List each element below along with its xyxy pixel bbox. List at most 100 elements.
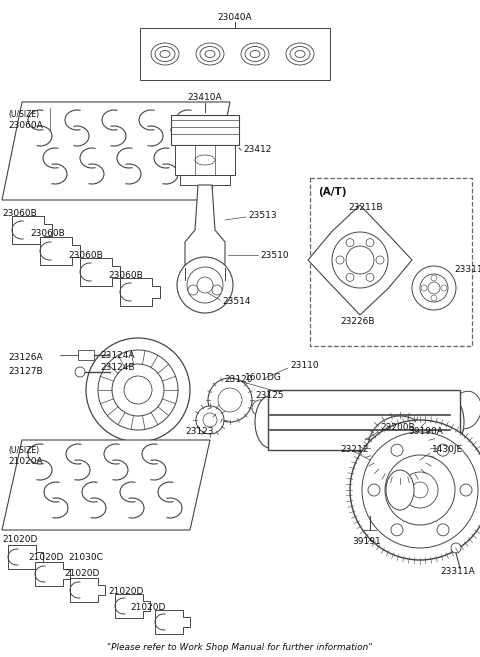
Circle shape (368, 484, 380, 496)
Bar (175, 145, 235, 175)
Circle shape (336, 256, 344, 264)
Circle shape (346, 238, 354, 246)
Text: 39191: 39191 (352, 537, 381, 547)
Circle shape (376, 256, 384, 264)
Text: 23060B: 23060B (2, 208, 37, 217)
Text: 23060A: 23060A (8, 122, 43, 131)
Text: 23124B: 23124B (100, 363, 134, 371)
Ellipse shape (160, 51, 170, 58)
Text: 23311B: 23311B (454, 265, 480, 275)
Text: 23125: 23125 (255, 392, 284, 401)
Polygon shape (185, 185, 225, 268)
Circle shape (368, 416, 432, 480)
Polygon shape (70, 578, 105, 602)
Ellipse shape (436, 397, 464, 447)
Text: 23060B: 23060B (68, 250, 103, 260)
Ellipse shape (386, 470, 414, 510)
Circle shape (203, 413, 217, 427)
Ellipse shape (241, 43, 269, 65)
Polygon shape (115, 594, 150, 618)
Circle shape (390, 438, 410, 458)
Ellipse shape (290, 47, 310, 62)
Circle shape (451, 543, 461, 553)
Circle shape (421, 285, 427, 291)
Circle shape (75, 367, 85, 377)
Text: 23410A: 23410A (188, 93, 222, 102)
Ellipse shape (347, 391, 377, 429)
Text: 21030C: 21030C (68, 553, 103, 562)
Text: 21020D: 21020D (130, 604, 166, 612)
Polygon shape (2, 102, 230, 200)
Ellipse shape (195, 155, 215, 165)
Ellipse shape (373, 402, 405, 442)
Text: 23040A: 23040A (218, 14, 252, 22)
Ellipse shape (205, 51, 215, 58)
Circle shape (428, 282, 440, 294)
Ellipse shape (425, 402, 457, 442)
Ellipse shape (368, 396, 410, 448)
Text: 21020D: 21020D (28, 553, 63, 562)
Text: 23110: 23110 (290, 361, 319, 369)
Ellipse shape (316, 396, 358, 448)
Circle shape (362, 432, 478, 548)
Circle shape (431, 275, 437, 281)
Text: 23211B: 23211B (348, 204, 383, 212)
Circle shape (412, 482, 428, 498)
Ellipse shape (173, 119, 237, 141)
Text: 23200B: 23200B (380, 424, 415, 432)
Text: 23226B: 23226B (340, 317, 374, 327)
Ellipse shape (295, 391, 325, 429)
Circle shape (86, 338, 190, 442)
Circle shape (402, 472, 438, 508)
Circle shape (196, 406, 224, 434)
Polygon shape (40, 237, 80, 265)
Polygon shape (35, 562, 70, 586)
Text: 23510: 23510 (260, 250, 288, 260)
Circle shape (124, 376, 152, 404)
Ellipse shape (255, 396, 285, 448)
Text: 21020D: 21020D (2, 535, 37, 545)
Ellipse shape (171, 116, 239, 144)
Text: 21020D: 21020D (64, 570, 99, 579)
Text: 23212: 23212 (340, 445, 368, 455)
Text: 21020A: 21020A (8, 457, 43, 466)
Text: 1601DG: 1601DG (245, 373, 282, 382)
Polygon shape (12, 216, 52, 244)
Circle shape (188, 285, 198, 295)
Bar (180, 175, 230, 185)
Text: 39190A: 39190A (408, 428, 443, 436)
Circle shape (412, 266, 456, 310)
Polygon shape (2, 440, 210, 530)
Text: (U/SIZE): (U/SIZE) (8, 110, 39, 120)
Circle shape (350, 420, 480, 560)
Ellipse shape (200, 47, 220, 62)
Polygon shape (80, 258, 120, 286)
Ellipse shape (196, 43, 224, 65)
Circle shape (177, 257, 233, 313)
Circle shape (112, 364, 164, 416)
Text: 1430JE: 1430JE (432, 445, 463, 455)
Circle shape (366, 238, 374, 246)
Circle shape (366, 273, 374, 281)
Text: 23127B: 23127B (8, 367, 43, 376)
Ellipse shape (245, 47, 265, 62)
Text: 23060B: 23060B (108, 271, 143, 279)
Circle shape (98, 350, 178, 430)
Circle shape (437, 524, 449, 536)
Circle shape (420, 274, 448, 302)
Bar (268, 390, 460, 450)
Ellipse shape (420, 396, 462, 448)
Ellipse shape (269, 402, 301, 442)
Circle shape (460, 484, 472, 496)
Polygon shape (308, 205, 412, 315)
Circle shape (252, 400, 268, 416)
Text: 23412: 23412 (243, 145, 271, 154)
Text: "Please refer to Work Shop Manual for further information": "Please refer to Work Shop Manual for fu… (107, 643, 373, 652)
Text: 23060B: 23060B (30, 229, 65, 238)
Circle shape (391, 524, 403, 536)
Bar (140, 28, 330, 80)
Circle shape (197, 277, 213, 293)
Circle shape (332, 232, 388, 288)
Ellipse shape (451, 391, 480, 429)
Ellipse shape (151, 43, 179, 65)
